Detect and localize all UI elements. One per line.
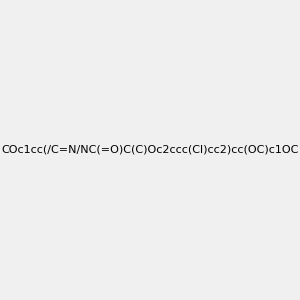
- Text: COc1cc(/C=N/NC(=O)C(C)Oc2ccc(Cl)cc2)cc(OC)c1OC: COc1cc(/C=N/NC(=O)C(C)Oc2ccc(Cl)cc2)cc(O…: [1, 145, 299, 155]
